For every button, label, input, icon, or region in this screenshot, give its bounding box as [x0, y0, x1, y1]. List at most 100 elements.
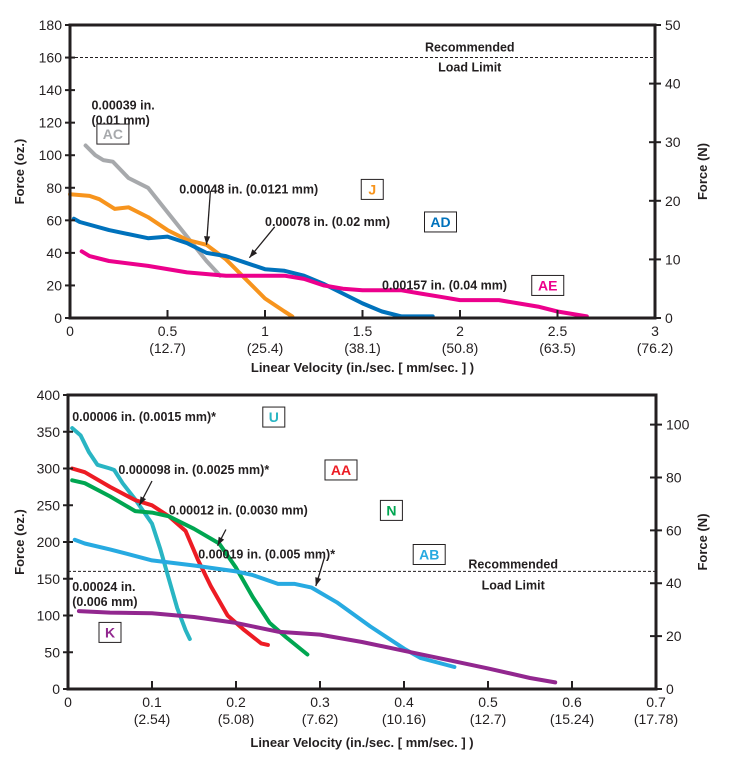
y-tick-label: 80: [46, 180, 62, 196]
x-axis-label: Linear Velocity (in./sec. [ mm/sec. ] ): [250, 735, 473, 750]
series-label-box: [360, 178, 384, 200]
x-tick-label: 0.3: [310, 694, 330, 710]
series-line-AB: [72, 537, 457, 669]
x-tick-label: 0.5: [158, 323, 178, 339]
arrow-head-icon: [217, 536, 225, 546]
y2-tick-label: 30: [665, 134, 681, 150]
y-tick-label: 100: [39, 147, 63, 163]
arrow-head-icon: [249, 249, 258, 258]
y2-tick-label: 40: [665, 76, 681, 92]
series-label-box: [424, 211, 457, 233]
series-label-box: [96, 123, 130, 145]
x-tick-sublabel: (12.7): [470, 711, 507, 727]
y-tick-label: 20: [46, 277, 62, 293]
x-tick-label: 0.7: [646, 694, 666, 710]
series-label-box: [324, 459, 358, 481]
x-tick-sublabel: (15.24): [550, 711, 594, 727]
series-annotation: 0.00019 in. (0.005 mm)*: [198, 547, 335, 561]
load-limit-label: Recommended: [468, 557, 558, 571]
series-annotation: (0.006 mm): [72, 595, 137, 609]
y-tick-label: 40: [46, 245, 62, 261]
series-line-N: [70, 478, 310, 657]
series-label-AA: AA: [331, 462, 351, 478]
x-tick-sublabel: (5.08): [218, 711, 255, 727]
y2-tick-label: 0: [666, 681, 674, 697]
annotation-arrow: [205, 190, 212, 245]
series-annotation: 0.00078 in. (0.02 mm): [265, 215, 390, 229]
series-annotation: 0.00048 in. (0.0121 mm): [179, 182, 318, 196]
y-tick-label: 0: [54, 310, 62, 326]
y-tick-label: 0: [52, 681, 60, 697]
series-label-K: K: [105, 624, 115, 640]
y-tick-label: 400: [37, 387, 61, 403]
series-line-AA: [70, 466, 270, 647]
series-label-box: [531, 274, 565, 296]
series-label-box: [412, 543, 446, 565]
series-annotation: 0.00024 in.: [72, 580, 135, 594]
series-label-AD: AD: [430, 214, 450, 230]
y2-tick-label: 20: [666, 628, 682, 644]
series-label-box: [262, 406, 286, 428]
series-line-K: [76, 609, 558, 685]
series-label-U: U: [269, 409, 279, 425]
y2-tick-label: 40: [666, 575, 682, 591]
series-line-AD: [71, 216, 435, 319]
x-tick-sublabel: (2.54): [134, 711, 171, 727]
plot-frame: [68, 23, 657, 320]
x-tick-sublabel: (10.16): [382, 711, 426, 727]
chart-2: Recommended Load Limit 0.00006 in. (0.0015…: [12, 387, 710, 750]
series-annotation: 0.000098 in. (0.0025 mm)*: [118, 463, 269, 477]
series-annotation: 0.00039 in.: [91, 99, 154, 113]
x-tick-label: 0.6: [562, 694, 582, 710]
x-tick-label: 0.1: [142, 694, 162, 710]
x-tick-sublabel: (38.1): [344, 340, 381, 356]
x-tick-label: 1.5: [353, 323, 373, 339]
arrow-head-icon: [204, 236, 211, 245]
x-tick-label: 0.4: [394, 694, 414, 710]
load-limit-label: Load Limit: [438, 61, 502, 75]
y-tick-label: 350: [37, 424, 61, 440]
x-tick-sublabel: (50.8): [442, 340, 479, 356]
x-tick-label: 1: [261, 323, 269, 339]
x-tick-label: 2: [456, 323, 464, 339]
y2-tick-label: 0: [665, 310, 673, 326]
y-tick-label: 50: [44, 644, 60, 660]
load-limit-label: Load Limit: [482, 578, 546, 592]
series-label-AB: AB: [419, 546, 439, 562]
y-tick-label: 180: [39, 17, 63, 33]
series-line-AE: [79, 249, 589, 319]
x-tick-label: 0: [66, 323, 74, 339]
x-tick-sublabel: (12.7): [149, 340, 186, 356]
series-label-N: N: [386, 502, 396, 518]
y-tick-label: 160: [39, 50, 63, 66]
series-label-box: [379, 499, 403, 521]
series-label-J: J: [368, 181, 376, 197]
x-tick-label: 0.2: [226, 694, 246, 710]
y-tick-label: 120: [39, 115, 63, 131]
x-tick-sublabel: (7.62): [302, 711, 339, 727]
y2-tick-label: 60: [666, 522, 682, 538]
x-tick-label: 3: [651, 323, 659, 339]
series-annotation: 0.00157 in. (0.04 mm): [382, 278, 507, 292]
y2-tick-label: 80: [666, 469, 682, 485]
y2-axis-label: Force (N): [695, 143, 710, 200]
y2-tick-label: 100: [666, 417, 690, 433]
y2-tick-label: 10: [665, 251, 681, 267]
series-label-box: [98, 621, 122, 643]
series-annotation: 0.00006 in. (0.0015 mm)*: [72, 410, 216, 424]
x-tick-sublabel: (63.5): [539, 340, 576, 356]
x-axis-label: Linear Velocity (in./sec. [ mm/sec. ] ): [251, 360, 474, 375]
y-tick-label: 100: [37, 608, 61, 624]
y-axis-label: Force (oz.): [12, 509, 27, 575]
series-annotation: 0.00012 in. (0.0030 mm): [169, 503, 308, 517]
x-tick-sublabel: (25.4): [247, 340, 284, 356]
y2-tick-label: 20: [665, 193, 681, 209]
y-tick-label: 140: [39, 82, 63, 98]
series-line-U: [70, 426, 192, 641]
series-line-AC: [83, 143, 223, 278]
arrow-head-icon: [315, 577, 322, 587]
y-tick-label: 60: [46, 212, 62, 228]
y2-axis-label: Force (N): [695, 513, 710, 570]
